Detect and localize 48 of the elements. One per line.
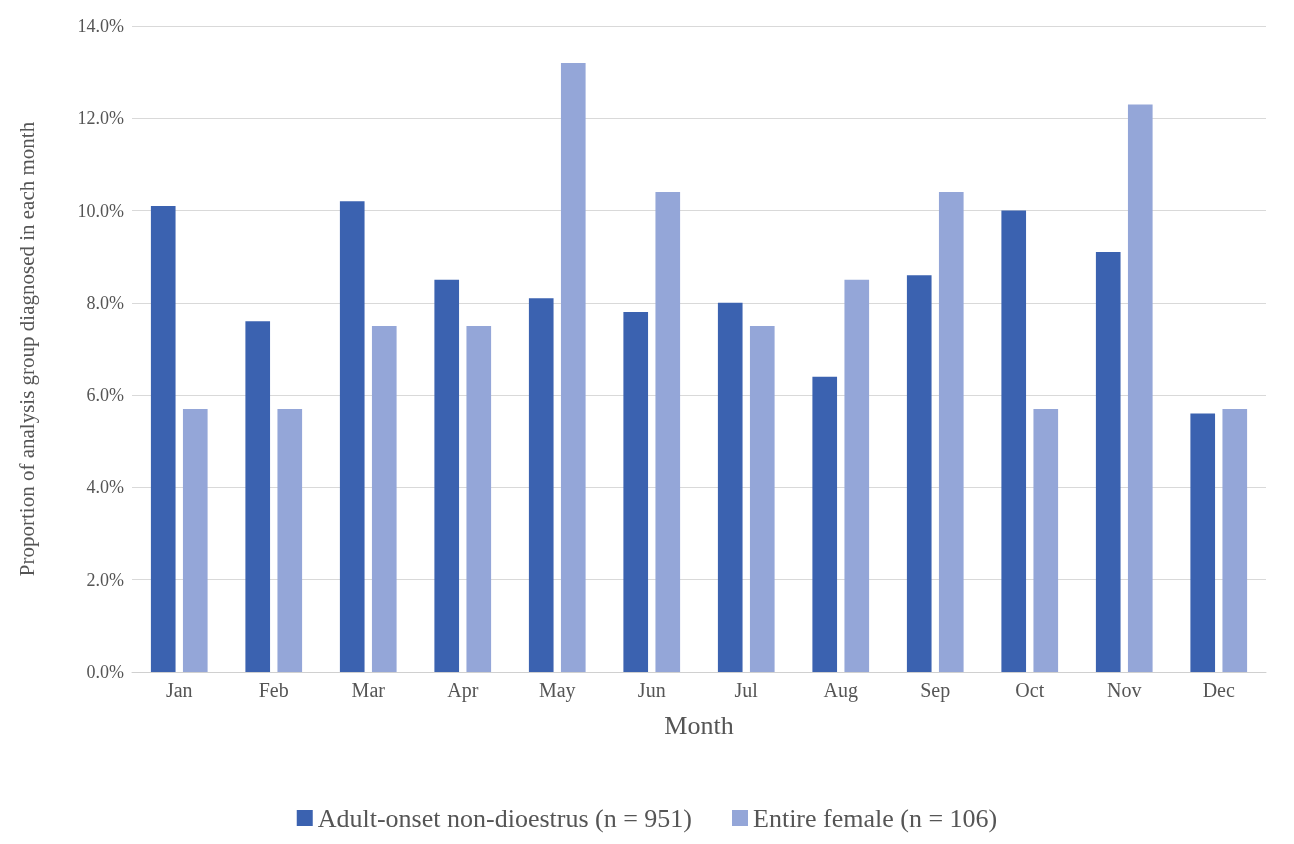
bar (528, 298, 554, 672)
bar (560, 62, 586, 672)
y-tick-label: 4.0% (86, 477, 124, 498)
bar (749, 325, 775, 672)
bar (812, 376, 838, 672)
bar (1095, 252, 1121, 672)
bar (434, 279, 460, 672)
y-tick-label: 14.0% (77, 16, 124, 36)
y-tick-label: 2.0% (86, 569, 124, 590)
x-tick-label: May (538, 679, 576, 702)
y-tick-label: 0.0% (86, 662, 124, 682)
bar (844, 279, 870, 672)
y-axis-title: Proportion of analysis group diagnosed in each month (14, 121, 39, 577)
bar (1190, 413, 1216, 672)
x-tick-label: Jul (734, 679, 759, 701)
legend-label: Adult-onset non-dioestrus (n = 951) (317, 803, 693, 833)
bar (277, 408, 303, 672)
bar (150, 205, 176, 672)
x-axis-title: Month (664, 710, 734, 740)
bar (182, 408, 208, 672)
x-tick-label: Nov (1107, 679, 1142, 701)
bar (339, 201, 365, 672)
bar (1127, 104, 1153, 672)
bar (1001, 210, 1027, 672)
x-tick-label: Jan (165, 679, 193, 701)
bar (623, 312, 649, 672)
y-tick-label: 8.0% (86, 292, 124, 313)
bar (245, 321, 271, 672)
bar (717, 302, 743, 672)
x-tick-label: Dec (1202, 679, 1235, 701)
bar (1222, 408, 1248, 672)
x-tick-label: Jun (637, 679, 666, 701)
legend-label: Entire female (n = 106) (753, 803, 998, 833)
x-tick-label: Aug (823, 679, 858, 702)
bar (1033, 408, 1059, 672)
y-tick-label: 6.0% (86, 385, 124, 406)
x-tick-label: Sep (920, 679, 951, 702)
bar (938, 192, 964, 672)
bar (906, 275, 932, 672)
y-tick-label: 10.0% (77, 200, 124, 221)
y-tick-label: 12.0% (77, 108, 124, 129)
bar (655, 192, 681, 672)
x-tick-label: Mar (351, 679, 386, 701)
x-tick-label: Oct (1015, 679, 1045, 701)
bar (371, 325, 397, 672)
x-tick-label: Feb (258, 679, 289, 701)
bar (466, 325, 492, 672)
x-tick-label: Apr (447, 679, 479, 702)
